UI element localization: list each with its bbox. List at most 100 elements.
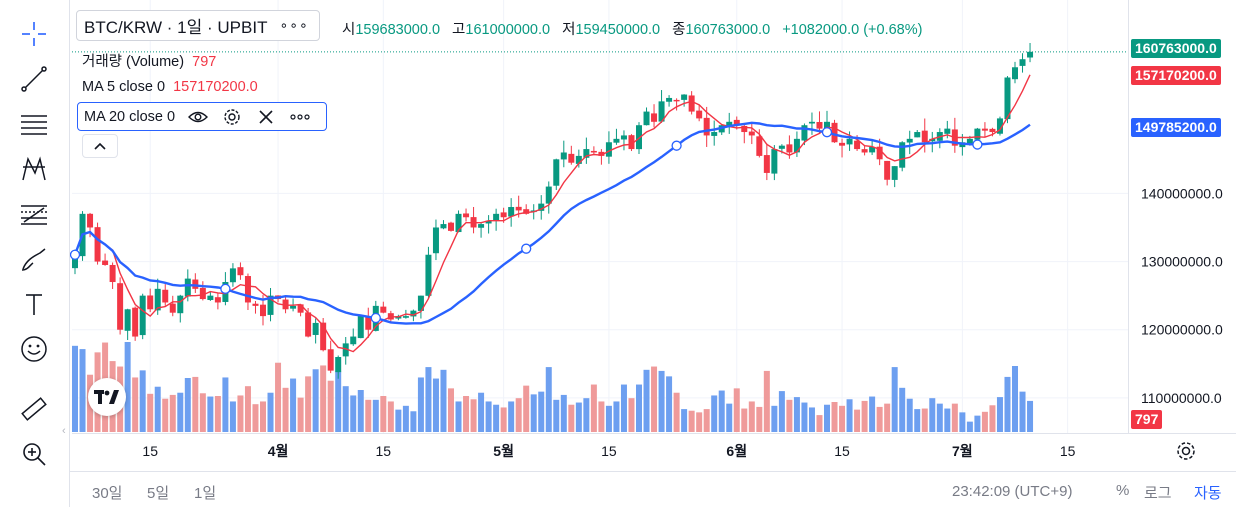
eye-icon[interactable] [187, 106, 209, 128]
x-tick-label: 7월 [952, 443, 973, 459]
volume-bar [222, 377, 229, 432]
candle-body [1004, 77, 1011, 120]
candle-body [538, 203, 545, 211]
close-label: 종 [672, 22, 686, 38]
axis-settings-icon[interactable] [1175, 440, 1197, 462]
candle-body [763, 155, 770, 173]
volume-bar [448, 388, 454, 432]
y-tick-label: 110000000.0 [1141, 390, 1222, 406]
volume-bar [914, 409, 921, 432]
candle-body [884, 160, 891, 180]
brush-icon[interactable] [14, 239, 54, 279]
tradingview-logo[interactable] [88, 378, 126, 416]
volume-bar [861, 400, 868, 432]
range-1d-button[interactable]: 1일 [194, 485, 217, 502]
text-icon[interactable] [14, 284, 54, 324]
volume-bar [824, 404, 830, 432]
candle-body [132, 307, 139, 337]
collapse-legend-button[interactable] [82, 134, 118, 158]
candle-body [357, 316, 364, 339]
volume-bar [410, 411, 417, 432]
trend-line-icon[interactable] [14, 59, 54, 99]
candle-body [1019, 59, 1026, 66]
emoji-icon[interactable] [14, 329, 54, 369]
candle-body [793, 138, 800, 153]
range-30d-button[interactable]: 30일 [92, 485, 123, 502]
zoom-in-icon[interactable] [14, 434, 54, 474]
ma20-legend-label: MA 20 close 0 [84, 108, 176, 125]
volume-bar [620, 384, 627, 432]
volume-legend[interactable]: 거래량 (Volume) 797 [82, 50, 216, 71]
candle-body [906, 138, 913, 143]
ohlc-legend: 시159683000.0 고161000000.0 저159450000.0 종… [342, 18, 922, 39]
volume-legend-value: 797 [192, 54, 217, 70]
candle-body [417, 295, 424, 311]
candle-body [312, 322, 319, 335]
volume-bar [500, 407, 507, 432]
more-dots-icon[interactable] [289, 106, 311, 128]
candle-body [583, 149, 590, 158]
collapse-toolbar-handle[interactable]: ‹ [62, 425, 66, 437]
volume-bar [478, 392, 485, 432]
volume-bar [154, 386, 161, 432]
volume-bar [184, 378, 191, 432]
volume-bar [733, 388, 740, 432]
volume-bar [696, 412, 703, 432]
volume-bar [816, 415, 823, 432]
percent-scale-button[interactable]: % [1116, 482, 1130, 499]
volume-bar [673, 392, 680, 432]
volume-bar [583, 398, 590, 432]
volume-bar [876, 406, 883, 432]
symbol-selector[interactable]: BTC/KRW · 1일 · UPBIT ∘∘∘ [76, 10, 320, 41]
ruler-icon[interactable] [14, 389, 54, 429]
volume-bar [267, 392, 274, 432]
candle-body [244, 276, 251, 303]
volume-bar [778, 391, 785, 432]
candle-body [711, 132, 718, 136]
volume-bar [590, 384, 597, 432]
volume-bar [530, 394, 537, 432]
ma5-legend-label: MA 5 close 0 [82, 79, 166, 95]
last-price-tag: 160763000.0 [1131, 39, 1221, 58]
range-5d-button[interactable]: 5일 [147, 485, 170, 502]
high-label: 고 [452, 22, 466, 38]
y-tick-label: 140000000.0 [1141, 185, 1223, 201]
volume-bar [741, 408, 748, 432]
close-icon[interactable] [255, 106, 277, 128]
volume-bar [538, 391, 545, 432]
volume-bar [229, 401, 236, 432]
candle-body [184, 278, 191, 297]
volume-bar [237, 395, 244, 432]
volume-bar [320, 365, 327, 432]
candle-body [786, 144, 793, 153]
x-tick-label: 15 [142, 443, 158, 459]
horizontal-lines-icon[interactable] [14, 104, 54, 144]
volume-bar [244, 386, 251, 432]
volume-bar [575, 402, 582, 432]
candle-body [162, 289, 169, 303]
ma20-price-tag: 149785200.0 [1131, 118, 1221, 137]
candle-body [124, 309, 131, 331]
log-scale-button[interactable]: 로그 [1144, 485, 1172, 502]
x-tick-label: 15 [601, 443, 617, 459]
ma5-legend[interactable]: MA 5 close 0 157170200.0 [82, 79, 258, 95]
ma20-legend[interactable]: MA 20 close 0 [77, 102, 327, 131]
candle-body [824, 121, 830, 131]
volume-bar [327, 380, 334, 432]
candle-body [1012, 67, 1018, 80]
candle-body [643, 111, 650, 126]
settings-gear-icon[interactable] [221, 106, 243, 128]
candle-body [335, 357, 342, 373]
auto-scale-button[interactable]: 자동 [1194, 485, 1222, 502]
crosshair-icon[interactable] [14, 14, 54, 54]
time-axis: 15 4월 15 5월 15 6월 15 7월 15 [142, 443, 1075, 459]
volume-bar [132, 377, 139, 432]
change-value: +1082000.0 (+0.68%) [782, 22, 923, 38]
more-options-icon[interactable]: ∘∘∘ [279, 17, 309, 33]
clock-timezone[interactable]: 23:42:09 (UTC+9) [952, 483, 1073, 500]
pattern-icon[interactable] [14, 149, 54, 189]
volume-bar [688, 410, 695, 432]
fib-retracement-icon[interactable] [14, 194, 54, 234]
